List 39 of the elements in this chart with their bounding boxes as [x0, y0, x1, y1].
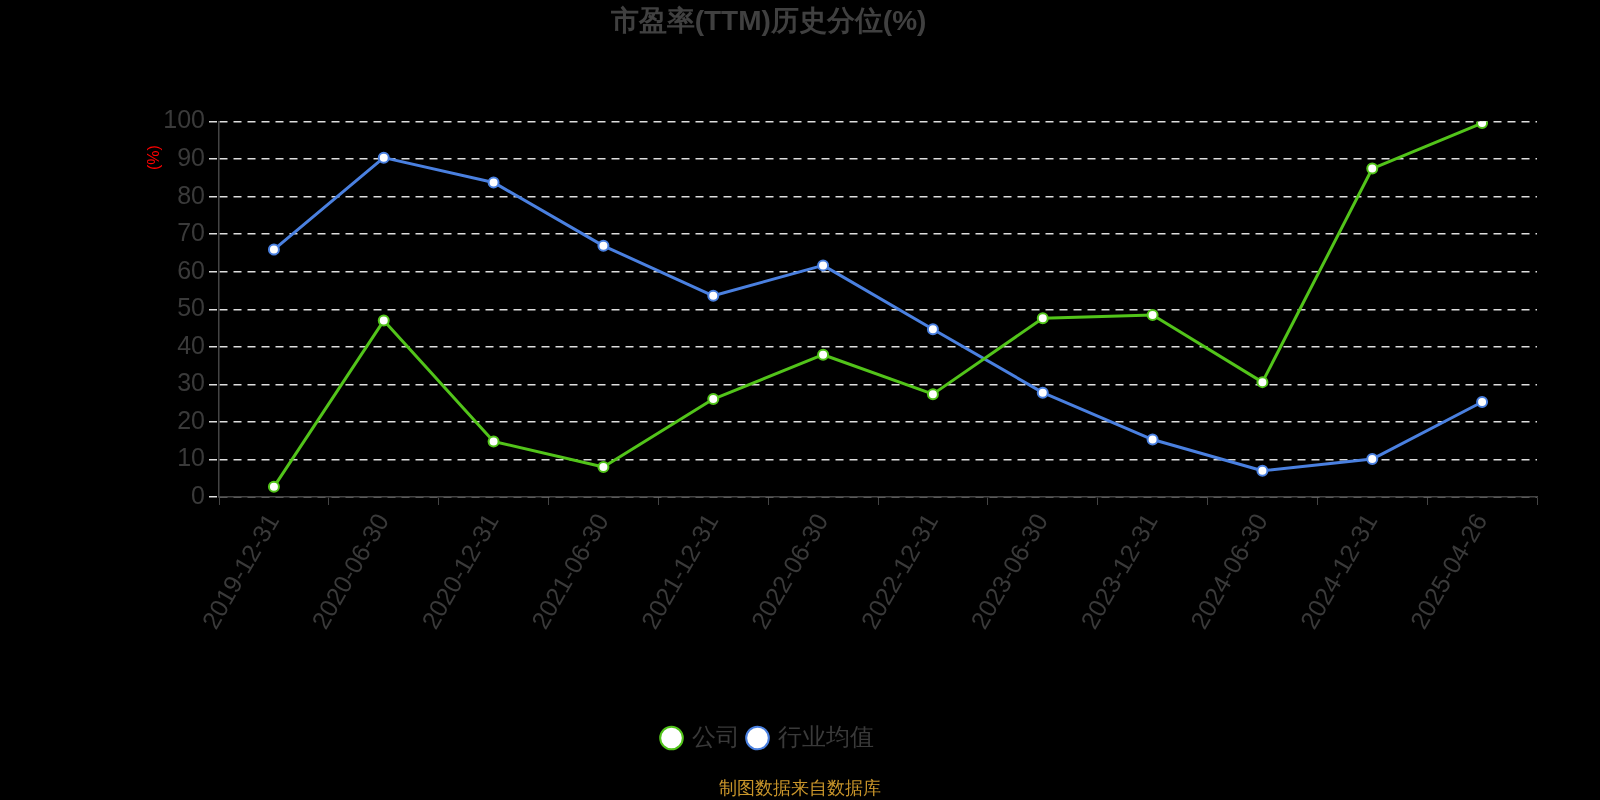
point	[1256, 464, 1269, 477]
y-tick-label: 40	[177, 330, 205, 359]
point	[597, 460, 610, 473]
y-tick-label: 30	[177, 368, 205, 397]
legend-label: 公司	[691, 722, 740, 750]
text: 制图数据来自数据库	[719, 777, 881, 798]
point	[707, 289, 720, 302]
y-tick-label: 70	[177, 218, 205, 247]
y-tick-label: 0	[191, 480, 205, 509]
y-tick-label: 100	[163, 105, 205, 134]
point	[487, 176, 500, 189]
point	[377, 151, 390, 164]
y-axis-title: (%)	[145, 145, 163, 171]
point	[926, 388, 939, 401]
y-tick-label: 20	[177, 405, 205, 434]
point	[1476, 396, 1489, 409]
point	[817, 348, 830, 361]
point	[1256, 376, 1269, 389]
point	[817, 259, 830, 272]
point	[1366, 162, 1379, 175]
point	[267, 480, 280, 493]
point	[1146, 433, 1159, 446]
y-tick-label: 90	[177, 143, 205, 172]
point	[267, 243, 280, 256]
y-tick-label: 80	[177, 180, 205, 209]
chart-title: 市盈率(TTM)历史分位(%)	[609, 4, 927, 36]
point	[1366, 453, 1379, 466]
y-tick-label: 50	[177, 293, 205, 322]
point	[487, 435, 500, 448]
point	[597, 239, 610, 252]
y-tick-label: 10	[177, 443, 205, 472]
point	[707, 393, 720, 406]
point	[1036, 312, 1049, 325]
point	[926, 323, 939, 336]
point	[377, 314, 390, 327]
y-tick-label: 60	[177, 255, 205, 284]
point	[1146, 308, 1159, 321]
point	[1036, 386, 1049, 399]
legend-label: 行业均值	[777, 722, 874, 750]
